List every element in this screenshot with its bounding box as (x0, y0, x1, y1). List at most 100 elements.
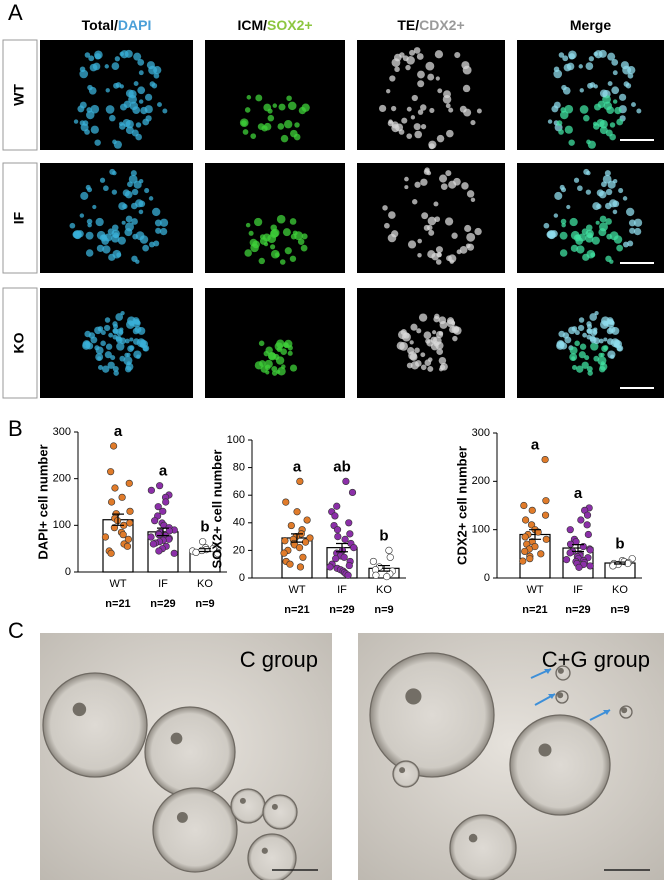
nucleus (131, 218, 138, 225)
nucleus (569, 346, 578, 355)
nucleus (429, 107, 435, 114)
nucleus (100, 340, 106, 347)
n-label: n=29 (150, 598, 175, 610)
nucleus (420, 124, 427, 130)
y-tick-label: 300 (53, 426, 71, 438)
data-point (110, 442, 118, 450)
inner-cell-mass (538, 743, 552, 757)
nucleus (414, 181, 421, 188)
nucleus (605, 255, 612, 262)
inner-cell-mass (557, 667, 564, 674)
nucleus (119, 51, 124, 57)
nucleus (401, 117, 408, 124)
data-point (385, 546, 393, 555)
nucleus (250, 243, 259, 253)
nucleus (427, 216, 437, 226)
nucleus (564, 125, 573, 134)
nucleus (118, 202, 127, 211)
row-label: IF (11, 211, 27, 224)
nucleus (112, 365, 119, 372)
y-tick-label: 60 (233, 489, 245, 501)
data-point (528, 506, 536, 514)
nucleus (417, 70, 425, 79)
data-point (151, 517, 159, 525)
nucleus (278, 103, 286, 111)
nucleus (118, 121, 124, 126)
nucleus (448, 107, 454, 113)
nucleus (102, 245, 111, 254)
nucleus (105, 343, 113, 350)
nucleus (562, 86, 571, 95)
nucleus (384, 222, 390, 229)
nucleus (258, 257, 265, 265)
nucleus (564, 104, 574, 114)
nucleus (105, 88, 110, 93)
nucleus (609, 122, 616, 128)
nucleus (445, 170, 452, 177)
data-point (583, 521, 591, 529)
data-point (333, 502, 341, 510)
nucleus (279, 259, 286, 265)
nucleus (137, 86, 146, 95)
nucleus (121, 220, 126, 225)
significance-letter: b (379, 527, 388, 544)
nucleus (587, 232, 593, 239)
nucleus (88, 86, 97, 95)
nucleus (394, 66, 400, 73)
nucleus (428, 143, 435, 150)
nucleus (464, 224, 472, 233)
nucleus (583, 114, 590, 122)
nucleus (294, 122, 300, 128)
nucleus (577, 185, 583, 192)
nucleus (94, 326, 102, 335)
group-label: C group (240, 647, 318, 672)
nucleus (159, 218, 169, 227)
nucleus (133, 81, 139, 87)
data-point (566, 526, 574, 534)
y-axis-label: DAPI+ cell number (35, 444, 50, 559)
nucleus (454, 51, 461, 59)
nucleus (404, 185, 409, 190)
nucleus (284, 339, 293, 348)
nucleus (124, 49, 133, 58)
micrograph (357, 40, 505, 150)
x-tick-label: KO (197, 578, 213, 590)
data-point (583, 511, 592, 519)
nucleus (612, 178, 618, 184)
nucleus (593, 51, 598, 57)
nucleus (436, 134, 445, 143)
nucleus (124, 338, 130, 344)
nucleus (250, 133, 257, 140)
nucleus (406, 133, 413, 140)
nucleus (378, 104, 387, 113)
nucleus (292, 230, 298, 236)
nucleus (84, 129, 90, 135)
nucleus (633, 218, 643, 227)
inner-cell-mass (405, 688, 422, 705)
nucleus (113, 140, 122, 149)
nucleus (287, 101, 297, 111)
nucleus (614, 106, 622, 115)
nucleus (257, 123, 265, 130)
nucleus (586, 321, 592, 327)
nucleus (151, 83, 158, 89)
nucleus (131, 255, 138, 262)
nucleus (418, 313, 428, 322)
data-point (528, 521, 536, 529)
data-point (119, 531, 127, 539)
data-point (295, 544, 304, 552)
blastocyst (42, 672, 148, 778)
data-point (334, 532, 342, 541)
nucleus (585, 62, 594, 70)
data-point (107, 549, 115, 557)
data-point (282, 498, 290, 506)
nucleus (80, 191, 89, 200)
nucleus (594, 311, 599, 316)
nucleus (95, 217, 104, 227)
arrow-head (603, 710, 610, 715)
nucleus (589, 313, 598, 321)
nucleus (271, 370, 278, 376)
nucleus (602, 174, 612, 184)
data-point (156, 482, 164, 490)
nucleus (289, 255, 297, 262)
